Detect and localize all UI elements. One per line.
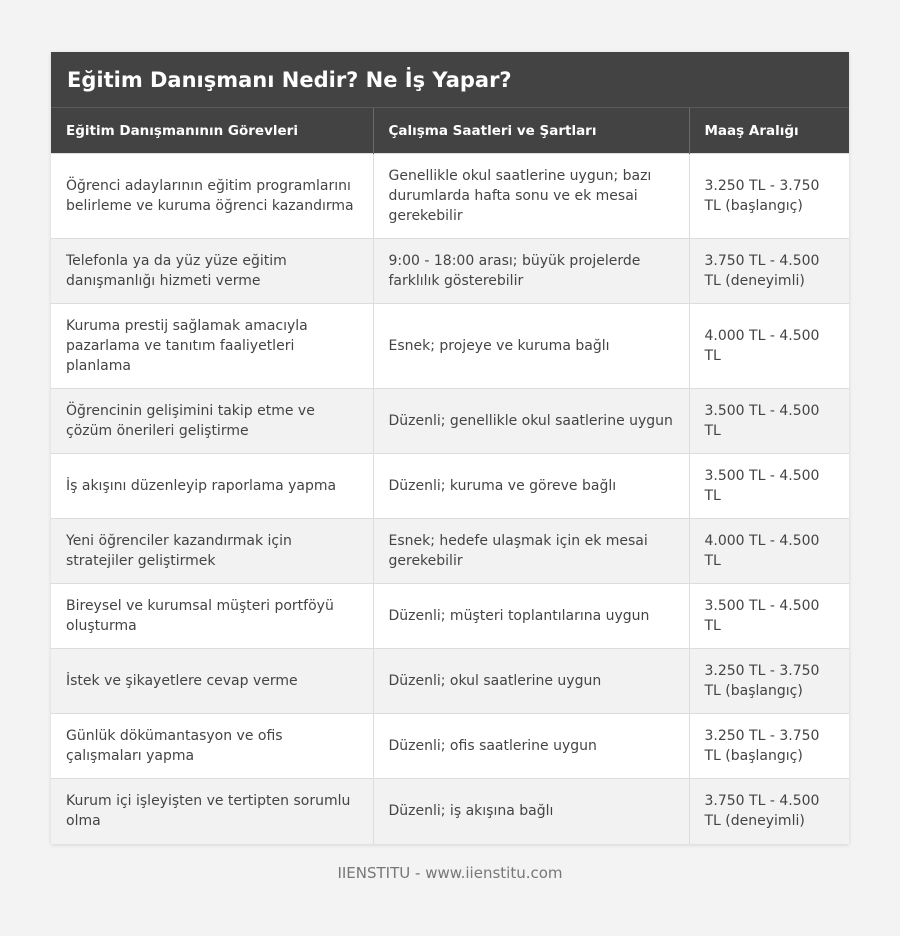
task-cell: Öğrenci adaylarının eğitim programlarını… — [51, 153, 374, 239]
table-row: Yeni öğrenciler kazandırmak için stratej… — [51, 518, 849, 584]
data-table: Eğitim Danışmanının Görevleri Çalışma Sa… — [51, 108, 849, 844]
salary-cell: 3.250 TL - 3.750 TL (başlangıç) — [689, 713, 849, 779]
table-row: Öğrencinin gelişimini takip etme ve çözü… — [51, 388, 849, 454]
task-cell: Telefonla ya da yüz yüze eğitim danışman… — [51, 238, 374, 304]
salary-cell: 3.500 TL - 4.500 TL — [689, 453, 849, 519]
table-row: Öğrenci adaylarının eğitim programlarını… — [51, 153, 849, 239]
salary-cell: 3.500 TL - 4.500 TL — [689, 388, 849, 454]
salary-cell: 3.250 TL - 3.750 TL (başlangıç) — [689, 153, 849, 239]
task-cell: İş akışını düzenleyip raporlama yapma — [51, 453, 374, 519]
table-row: İstek ve şikayetlere cevap verme Düzenli;… — [51, 648, 849, 714]
salary-cell: 3.750 TL - 4.500 TL (deneyimli) — [689, 238, 849, 304]
table-title: Eğitim Danışmanı Nedir? Ne İş Yapar? — [51, 52, 849, 108]
hours-cell: Düzenli; ofis saatlerine uygun — [373, 713, 690, 779]
hours-cell: 9:00 - 18:00 arası; büyük projelerde far… — [373, 238, 690, 304]
hours-cell: Düzenli; genellikle okul saatlerine uygu… — [373, 388, 690, 454]
table-row: Bireysel ve kurumsal müşteri portföyü ol… — [51, 583, 849, 649]
hours-cell: Esnek; projeye ve kuruma bağlı — [373, 303, 690, 389]
column-header: Eğitim Danışmanının Görevleri — [51, 108, 374, 154]
salary-cell: 4.000 TL - 4.500 TL — [689, 518, 849, 584]
task-cell: Kurum içi işleyişten ve tertipten soruml… — [51, 778, 374, 844]
task-cell: Kuruma prestij sağlamak amacıyla pazarla… — [51, 303, 374, 389]
hours-cell: Düzenli; okul saatlerine uygun — [373, 648, 690, 714]
hours-cell: Esnek; hedefe ulaşmak için ek mesai gere… — [373, 518, 690, 584]
task-cell: Günlük dökümantasyon ve ofis çalışmaları… — [51, 713, 374, 779]
hours-cell: Genellikle okul saatlerine uygun; bazı d… — [373, 153, 690, 239]
table-row: Kurum içi işleyişten ve tertipten soruml… — [51, 778, 849, 844]
salary-cell: 3.250 TL - 3.750 TL (başlangıç) — [689, 648, 849, 714]
data-table-card: Eğitim Danışmanı Nedir? Ne İş Yapar? Eği… — [51, 52, 849, 844]
column-header: Maaş Aralığı — [689, 108, 849, 154]
footer-credit: IIENSTITU - www.iienstitu.com — [337, 864, 563, 882]
hours-cell: Düzenli; iş akışına bağlı — [373, 778, 690, 844]
header-row: Eğitim Danışmanının Görevleri Çalışma Sa… — [51, 108, 849, 154]
task-cell: İstek ve şikayetlere cevap verme — [51, 648, 374, 714]
hours-cell: Düzenli; müşteri toplantılarına uygun — [373, 583, 690, 649]
salary-cell: 4.000 TL - 4.500 TL — [689, 303, 849, 389]
task-cell: Yeni öğrenciler kazandırmak için stratej… — [51, 518, 374, 584]
task-cell: Öğrencinin gelişimini takip etme ve çözü… — [51, 388, 374, 454]
salary-cell: 3.500 TL - 4.500 TL — [689, 583, 849, 649]
salary-cell: 3.750 TL - 4.500 TL (deneyimli) — [689, 778, 849, 844]
table-row: Günlük dökümantasyon ve ofis çalışmaları… — [51, 713, 849, 779]
table-row: Kuruma prestij sağlamak amacıyla pazarla… — [51, 303, 849, 389]
table-row: Telefonla ya da yüz yüze eğitim danışman… — [51, 238, 849, 304]
table-row: İş akışını düzenleyip raporlama yapma Düz… — [51, 453, 849, 519]
task-cell: Bireysel ve kurumsal müşteri portföyü ol… — [51, 583, 374, 649]
hours-cell: Düzenli; kuruma ve göreve bağlı — [373, 453, 690, 519]
column-header: Çalışma Saatleri ve Şartları — [373, 108, 690, 154]
